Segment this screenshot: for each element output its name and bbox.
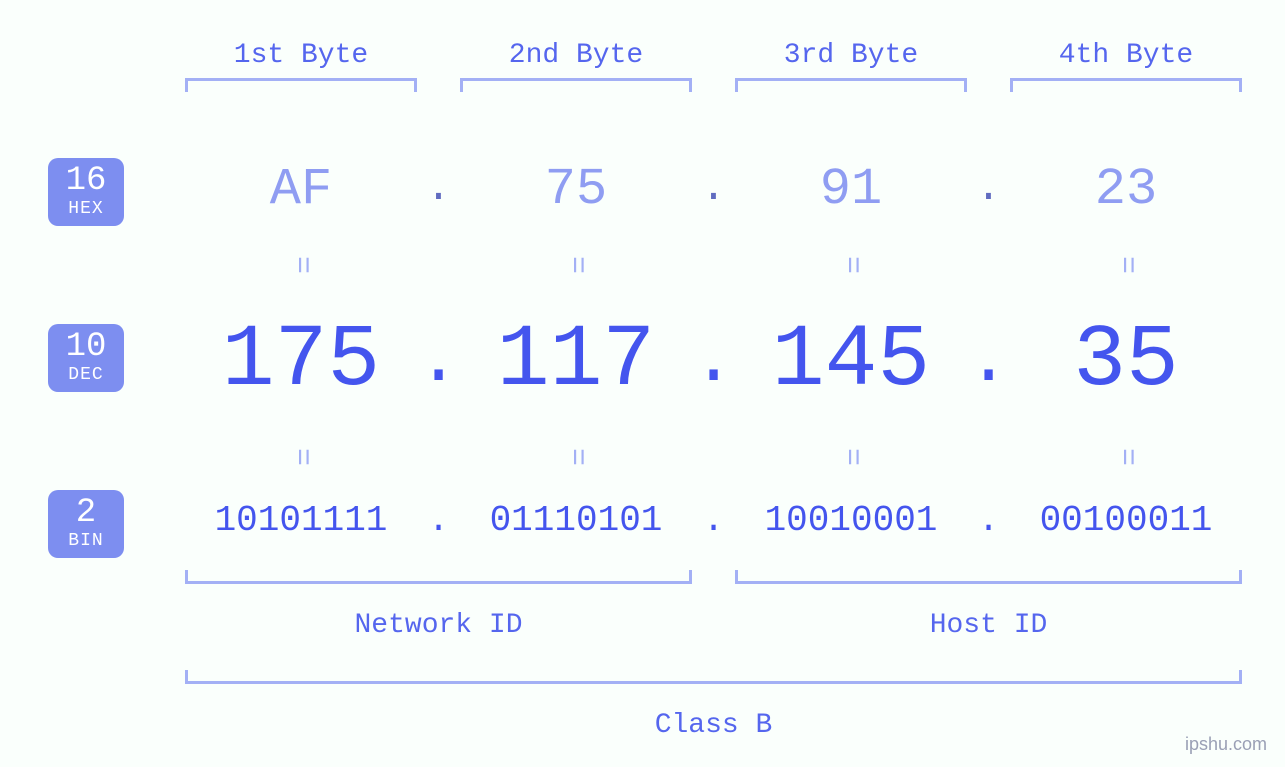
badge-hex: 16 HEX <box>48 158 124 226</box>
dec-dot-1: . <box>417 320 460 402</box>
eq-hex-dec-1: = <box>284 250 318 280</box>
byte-header-2: 2nd Byte <box>460 40 692 71</box>
hex-byte-1: AF <box>185 160 417 219</box>
badge-bin-num: 2 <box>76 496 96 530</box>
badge-hex-label: HEX <box>68 200 103 218</box>
bin-byte-3: 10010001 <box>735 500 967 541</box>
dec-dot-2: . <box>692 320 735 402</box>
byte-bracket-4 <box>1010 78 1242 92</box>
dec-byte-1: 175 <box>185 312 417 411</box>
host-id-bracket <box>735 570 1242 584</box>
class-label: Class B <box>185 710 1242 741</box>
hex-byte-3: 91 <box>735 160 967 219</box>
eq-dec-bin-3: = <box>834 442 868 472</box>
dec-dot-3: . <box>967 320 1010 402</box>
byte-bracket-2 <box>460 78 692 92</box>
bin-dot-2: . <box>692 500 735 541</box>
badge-hex-num: 16 <box>66 164 107 198</box>
badge-dec-num: 10 <box>66 330 107 364</box>
byte-header-3: 3rd Byte <box>735 40 967 71</box>
eq-dec-bin-1: = <box>284 442 318 472</box>
network-id-label: Network ID <box>185 610 692 641</box>
hex-dot-2: . <box>692 164 735 212</box>
bin-dot-1: . <box>417 500 460 541</box>
badge-bin-label: BIN <box>68 532 103 550</box>
bin-byte-1: 10101111 <box>185 500 417 541</box>
byte-header-4: 4th Byte <box>1010 40 1242 71</box>
hex-dot-3: . <box>967 164 1010 212</box>
byte-bracket-3 <box>735 78 967 92</box>
host-id-label: Host ID <box>735 610 1242 641</box>
dec-byte-2: 117 <box>460 312 692 411</box>
badge-bin: 2 BIN <box>48 490 124 558</box>
badge-dec-label: DEC <box>68 366 103 384</box>
hex-dot-1: . <box>417 164 460 212</box>
hex-byte-2: 75 <box>460 160 692 219</box>
dec-byte-4: 35 <box>1010 312 1242 411</box>
bin-byte-2: 01110101 <box>460 500 692 541</box>
eq-hex-dec-3: = <box>834 250 868 280</box>
bin-dot-3: . <box>967 500 1010 541</box>
eq-hex-dec-2: = <box>559 250 593 280</box>
dec-byte-3: 145 <box>735 312 967 411</box>
eq-dec-bin-2: = <box>559 442 593 472</box>
bin-byte-4: 00100011 <box>1010 500 1242 541</box>
eq-dec-bin-4: = <box>1109 442 1143 472</box>
eq-hex-dec-4: = <box>1109 250 1143 280</box>
hex-byte-4: 23 <box>1010 160 1242 219</box>
class-bracket <box>185 670 1242 684</box>
network-id-bracket <box>185 570 692 584</box>
watermark: ipshu.com <box>1185 734 1267 755</box>
badge-dec: 10 DEC <box>48 324 124 392</box>
byte-header-1: 1st Byte <box>185 40 417 71</box>
byte-bracket-1 <box>185 78 417 92</box>
